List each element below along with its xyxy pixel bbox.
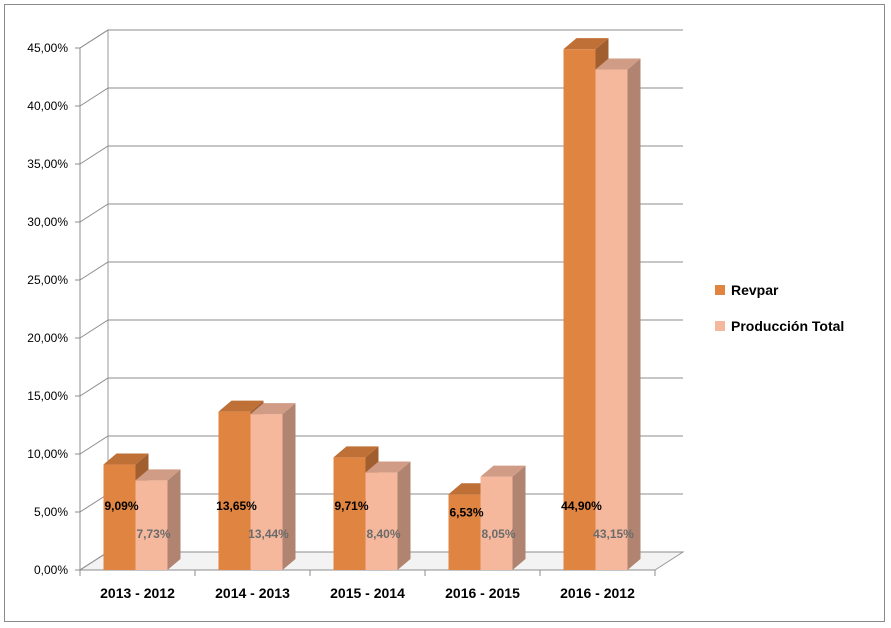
data-label: 9,09%: [104, 499, 138, 513]
bar-revpar: [448, 494, 481, 570]
gridline: [79, 319, 683, 339]
legend-swatch: [715, 285, 725, 295]
y-tick-label: 40,00%: [27, 99, 68, 113]
bar-top: [480, 465, 526, 477]
data-label: 13,44%: [248, 527, 289, 541]
gridline: [79, 203, 683, 223]
y-tick-label: 15,00%: [27, 389, 68, 403]
x-tick-label: 2016 - 2015: [445, 585, 520, 601]
data-label: 8,05%: [481, 527, 515, 541]
x-tick-label: 2013 - 2012: [100, 585, 175, 601]
y-tick-label: 45,00%: [27, 41, 68, 55]
y-tick-label: 25,00%: [27, 273, 68, 287]
y-tick-label: 20,00%: [27, 331, 68, 345]
legend-entry: Revpar: [731, 282, 779, 298]
bar-top: [135, 469, 181, 481]
bar-side: [282, 403, 296, 570]
gridline: [79, 145, 683, 165]
bar-revpar: [218, 411, 251, 570]
data-label: 43,15%: [593, 527, 634, 541]
x-tick-label: 2015 - 2014: [330, 585, 405, 601]
bar-producción-total: [365, 472, 398, 570]
bar-producción-total: [480, 476, 513, 570]
bar-top: [365, 461, 411, 473]
bar-top: [250, 403, 296, 415]
y-tick-label: 0,00%: [34, 563, 68, 577]
legend-swatch: [715, 321, 725, 331]
bar-top: [563, 38, 609, 50]
gridline: [79, 87, 683, 107]
gridline: [79, 377, 683, 397]
bar-side: [512, 465, 526, 570]
bar-top: [333, 446, 379, 458]
bar-revpar: [563, 49, 596, 571]
bar-producción-total: [250, 414, 283, 570]
data-label: 9,71%: [334, 499, 368, 513]
bar-side: [397, 461, 411, 570]
data-label: 6,53%: [449, 505, 483, 519]
gridline: [79, 29, 683, 49]
bar-revpar: [103, 464, 136, 570]
y-tick-label: 35,00%: [27, 157, 68, 171]
bar-producción-total: [135, 480, 168, 570]
x-tick-label: 2014 - 2013: [215, 585, 290, 601]
bar-top: [218, 400, 264, 412]
data-label: 13,65%: [216, 499, 257, 513]
data-label: 44,90%: [561, 499, 602, 513]
bar-side: [627, 58, 641, 571]
y-tick-label: 10,00%: [27, 447, 68, 461]
y-tick-label: 30,00%: [27, 215, 68, 229]
data-label: 7,73%: [136, 527, 170, 541]
data-label: 8,40%: [366, 527, 400, 541]
gridline: [79, 261, 683, 281]
bar-producción-total: [595, 69, 628, 571]
bar-side: [167, 469, 181, 570]
legend-entry: Producción Total: [731, 318, 844, 334]
bar-top: [103, 453, 149, 465]
x-tick-label: 2016 - 2012: [560, 585, 635, 601]
bar-revpar: [333, 457, 366, 570]
y-tick-label: 5,00%: [34, 505, 68, 519]
gridline: [79, 435, 683, 455]
bar-top: [595, 58, 641, 70]
